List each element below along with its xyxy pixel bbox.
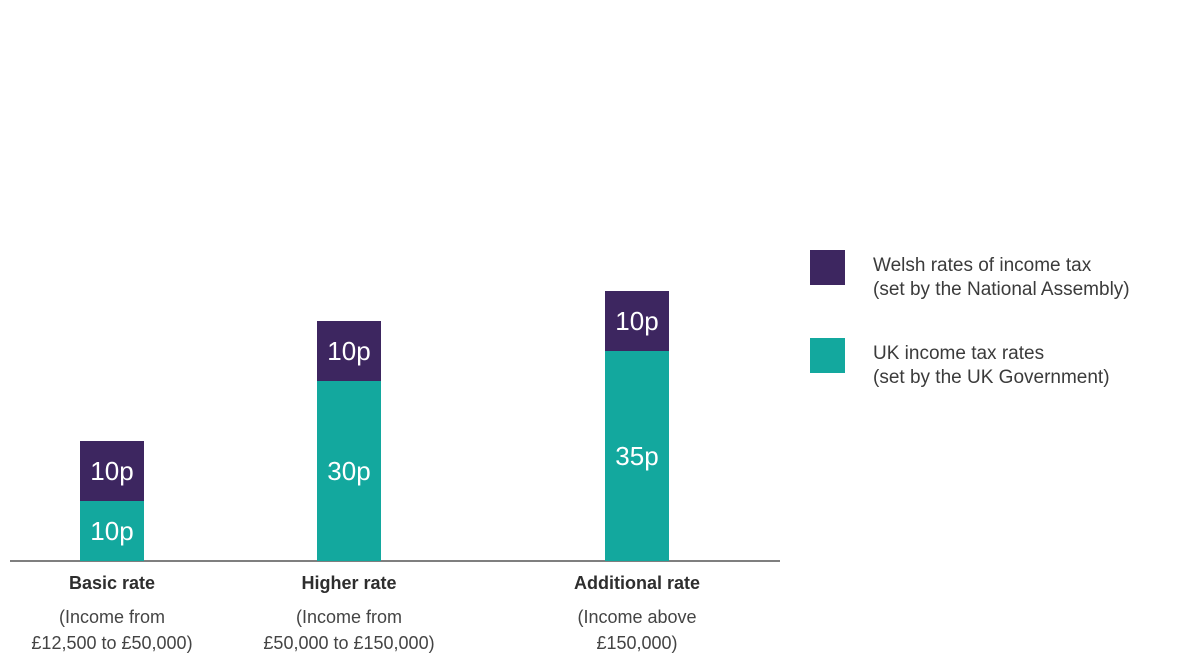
bar-segment [605,351,669,561]
legend-welsh-line1: Welsh rates of income tax [873,255,1092,276]
legend-swatch-uk [810,338,845,373]
legend-label-uk: UK income tax rates (set by the UK Gover… [873,338,1110,390]
legend: Welsh rates of income tax (set by the Na… [810,250,1203,426]
stacked-bar-chart: 10p 10p Basic rate (Income from £12,500 to £… [10,291,780,653]
legend-uk-line2: (set by the UK Government) [873,367,1110,388]
category-title: Higher rate [301,573,396,593]
category-subtitle: (Income above [577,607,696,627]
bar-value-label: 30p [327,456,370,486]
category-subtitle: (Income from [296,607,402,627]
bar-value-label: 10p [615,306,658,336]
category-subtitle: £150,000) [596,633,677,653]
legend-item-welsh: Welsh rates of income tax (set by the Na… [810,250,1203,302]
bar-value-label: 10p [327,336,370,366]
category-subtitle: £50,000 to £150,000) [263,633,434,653]
category-subtitle: (Income from [59,607,165,627]
legend-item-uk: UK income tax rates (set by the UK Gover… [810,338,1203,390]
category-title: Additional rate [574,573,700,593]
bar-segment [80,441,144,501]
legend-label-welsh: Welsh rates of income tax (set by the Na… [873,250,1130,302]
bar-segment [605,291,669,351]
legend-welsh-line2: (set by the National Assembly) [873,279,1130,300]
legend-uk-line1: UK income tax rates [873,343,1045,364]
legend-swatch-welsh [810,250,845,285]
bar-value-label: 35p [615,441,658,471]
bar-segment [317,381,381,561]
bar-value-label: 10p [90,456,133,486]
category-title: Basic rate [69,573,155,593]
bar-segment [80,501,144,561]
category-subtitle: £12,500 to £50,000) [31,633,192,653]
bar-segment [317,321,381,381]
bar-value-label: 10p [90,516,133,546]
